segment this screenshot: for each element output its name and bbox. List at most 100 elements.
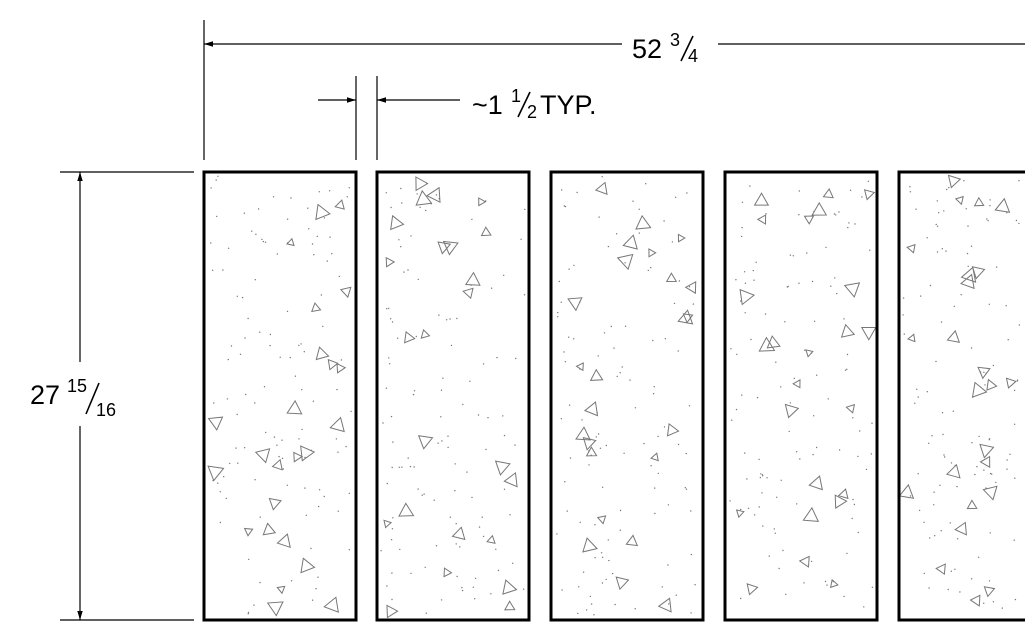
hatch-dot	[312, 400, 315, 402]
hatch-dot	[673, 302, 676, 305]
hatch-dot	[650, 465, 652, 467]
hatch-aggregate	[286, 237, 295, 247]
hatch-dot	[1006, 459, 1008, 461]
hatch-dot	[780, 386, 782, 388]
hatch-dot	[298, 344, 300, 347]
hatch-dot	[276, 444, 278, 446]
hatch-dot	[784, 321, 786, 323]
hatch-aggregate	[583, 401, 599, 417]
extension-lines	[60, 20, 378, 621]
hatch-aggregate	[486, 534, 496, 544]
hatch-dot	[421, 494, 423, 496]
hatch-dot	[933, 504, 935, 506]
hatch-dot	[601, 486, 604, 488]
hatch-dot	[938, 212, 940, 214]
hatch-dot	[852, 498, 854, 501]
hatch-aggregate	[398, 502, 415, 517]
hatch-dot	[978, 435, 980, 438]
hatch-dot	[933, 491, 935, 493]
hatch-dot	[743, 271, 746, 273]
hatch-dot	[694, 584, 696, 586]
hatch-dot	[301, 428, 303, 431]
hatch-dot	[947, 588, 949, 591]
hatch-dot	[255, 233, 257, 235]
hatch-dot	[607, 245, 610, 248]
hatch-dot	[210, 187, 212, 189]
hatch-dot	[735, 408, 738, 411]
hatch-aggregate	[594, 181, 608, 195]
hatch-dot	[836, 292, 838, 295]
hatch-dot	[588, 464, 590, 466]
hatch-dot	[853, 503, 856, 506]
hatch-dot	[1018, 180, 1020, 182]
hatch-dot	[573, 338, 575, 340]
hatch-dot	[1009, 453, 1011, 455]
hatch-dot	[597, 433, 600, 435]
hatch-aggregate	[207, 465, 225, 482]
hatch-aggregate	[898, 483, 915, 499]
panel-3	[549, 170, 705, 622]
hatch-dot	[389, 318, 392, 320]
hatch-dot	[471, 496, 473, 499]
hatch-dot	[603, 332, 606, 334]
hatch-dot	[595, 436, 597, 438]
hatch-dot	[920, 295, 922, 297]
hatch-dot	[455, 523, 457, 525]
hatch-dot	[569, 457, 572, 459]
hatch-dot	[928, 442, 930, 444]
hatch-dot	[615, 233, 618, 235]
hatch-dot	[568, 268, 570, 270]
hatch-dot	[410, 572, 412, 575]
hatch-dot	[251, 230, 253, 232]
panel-5-concrete-hatch	[898, 174, 1021, 609]
hatch-dot	[294, 375, 297, 377]
hatch-dot	[789, 402, 792, 404]
hatch-aggregate	[935, 563, 946, 576]
hatch-dot	[744, 452, 746, 454]
hatch-dot	[485, 448, 487, 451]
hatch-aggregate	[300, 557, 316, 574]
hatch-aggregate	[837, 488, 849, 500]
hatch-dot	[290, 580, 293, 582]
hatch-dot	[466, 471, 468, 473]
hatch-dot	[335, 438, 338, 440]
hatch-dot	[780, 479, 782, 481]
hatch-aggregate	[262, 522, 277, 536]
hatch-dot	[461, 586, 463, 589]
hatch-dot	[226, 398, 229, 400]
hatch-dot	[750, 338, 752, 341]
hatch-dot	[761, 492, 763, 494]
hatch-dot	[675, 594, 677, 596]
hatch-dot	[752, 269, 754, 272]
hatch-dot	[223, 476, 225, 478]
hatch-dot	[678, 280, 681, 282]
hatch-dot	[867, 180, 870, 182]
hatch-dot	[610, 325, 612, 328]
hatch-dot	[390, 415, 393, 418]
hatch-aggregate	[585, 446, 598, 457]
hatch-aggregate	[575, 426, 592, 441]
hatch-dot	[257, 208, 260, 210]
hatch-dot	[619, 529, 621, 531]
hatch-dot	[217, 482, 219, 484]
hatch-aggregate	[403, 330, 416, 344]
hatch-dot	[950, 462, 953, 464]
hatch-aggregate	[494, 460, 511, 476]
hatch-aggregate	[784, 403, 800, 419]
hatch-aggregate	[983, 586, 996, 598]
panel-5-outline	[897, 170, 1025, 622]
hatch-aggregate	[973, 196, 985, 207]
hatch-dot	[230, 345, 233, 347]
hatch-dot	[481, 516, 483, 518]
hatch-dot	[824, 580, 827, 583]
hatch-dot	[455, 543, 457, 545]
hatch-dot	[970, 347, 973, 349]
hatch-dot	[843, 318, 845, 320]
hatch-dot	[217, 175, 219, 177]
hatch-dot	[326, 260, 328, 262]
panel-1-outline	[202, 170, 358, 622]
hatch-dot	[471, 218, 473, 221]
hatch-dot	[902, 297, 905, 299]
hatch-dot	[664, 338, 667, 340]
hatch-dot	[621, 366, 623, 368]
